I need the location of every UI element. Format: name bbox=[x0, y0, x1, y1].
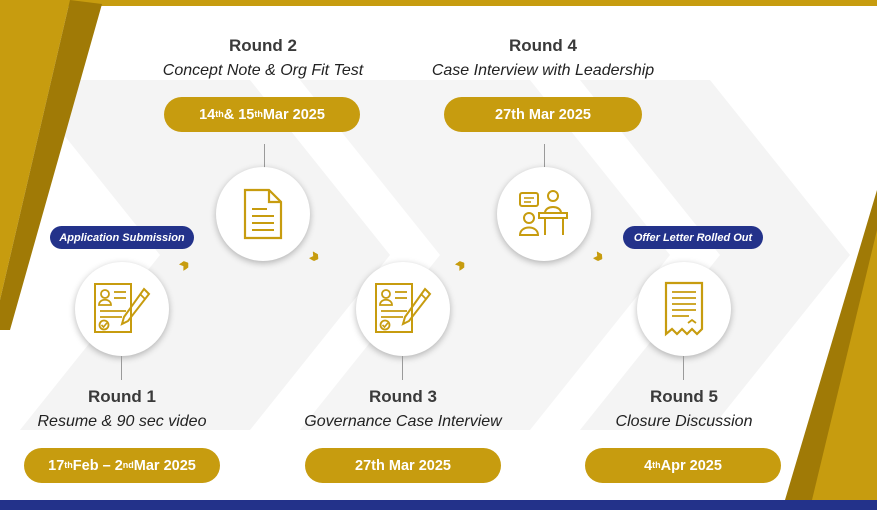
round-1-date-text: Feb – 2 bbox=[72, 457, 123, 474]
round-3-connector-line bbox=[402, 356, 403, 380]
left-shard-dark bbox=[0, 0, 102, 330]
top-band bbox=[0, 0, 877, 6]
round-4-date-text: 27th Mar 2025 bbox=[495, 106, 591, 123]
application-submission-badge: Application Submission bbox=[50, 226, 194, 249]
round-2-title: Round 2 bbox=[229, 36, 297, 55]
round-1-connector-line bbox=[121, 356, 122, 380]
bg-chevron-3 bbox=[580, 80, 850, 430]
round-4-title: Round 4 bbox=[509, 36, 577, 55]
round-2-date-text: Mar 2025 bbox=[262, 106, 325, 123]
round-1-date-text: Mar 2025 bbox=[133, 457, 196, 474]
offer-letter-badge: Offer Letter Rolled Out bbox=[623, 226, 763, 249]
round-3-title: Round 3 bbox=[369, 387, 437, 406]
round-5-date-text: Apr 2025 bbox=[660, 457, 722, 474]
right-shard-gold bbox=[812, 230, 877, 500]
round-2-date-sup: th bbox=[215, 108, 224, 119]
round-1-icon-circle bbox=[75, 262, 169, 356]
document-icon bbox=[243, 188, 283, 240]
bg-chevron-1 bbox=[20, 80, 390, 430]
round-2-date-text: 14 bbox=[199, 106, 216, 123]
round-2-date-sup: th bbox=[254, 108, 263, 119]
resume-checklist-icon bbox=[375, 283, 432, 333]
round-3-date-pill: 27th Mar 2025 bbox=[305, 448, 501, 483]
round-5-date-text: 4 bbox=[644, 457, 653, 474]
round-5-subtitle: Closure Discussion bbox=[615, 413, 753, 430]
round-4-date-pill: 27th Mar 2025 bbox=[444, 97, 642, 132]
round-1-title: Round 1 bbox=[88, 387, 156, 406]
round-5-icon-circle bbox=[637, 262, 731, 356]
round-4-connector-line bbox=[544, 144, 545, 168]
round-2-subtitle: Concept Note & Org Fit Test bbox=[162, 62, 364, 79]
certificate-icon bbox=[664, 281, 704, 337]
round-5-title: Round 5 bbox=[650, 387, 718, 406]
resume-checklist-icon bbox=[94, 283, 151, 333]
round-1-date-text: 17 bbox=[48, 457, 65, 474]
round-3-date-text: 27th Mar 2025 bbox=[355, 457, 451, 474]
round-1-date-sup: nd bbox=[122, 459, 134, 470]
round-4-icon-circle bbox=[497, 167, 591, 261]
round-3-subtitle: Governance Case Interview bbox=[304, 413, 502, 430]
round-3-icon-circle bbox=[356, 262, 450, 356]
round-5-date-sup: th bbox=[652, 459, 661, 470]
interview-desk-icon bbox=[518, 190, 568, 236]
round-2-date-text: & 15 bbox=[223, 106, 255, 123]
round-2-icon-circle bbox=[216, 167, 310, 261]
round-4-subtitle: Case Interview with Leadership bbox=[431, 62, 655, 79]
round-2-connector-line bbox=[264, 144, 265, 168]
bottom-strip bbox=[0, 500, 877, 510]
round-1-subtitle: Resume & 90 sec video bbox=[37, 413, 207, 430]
round-5-connector-line bbox=[683, 356, 684, 380]
round-1-date-sup: th bbox=[64, 459, 73, 470]
